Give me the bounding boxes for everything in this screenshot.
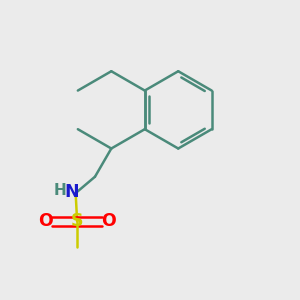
Text: O: O [38,212,53,230]
Text: H: H [54,183,67,198]
Text: N: N [65,183,80,201]
Text: S: S [71,212,83,230]
Text: O: O [102,212,116,230]
